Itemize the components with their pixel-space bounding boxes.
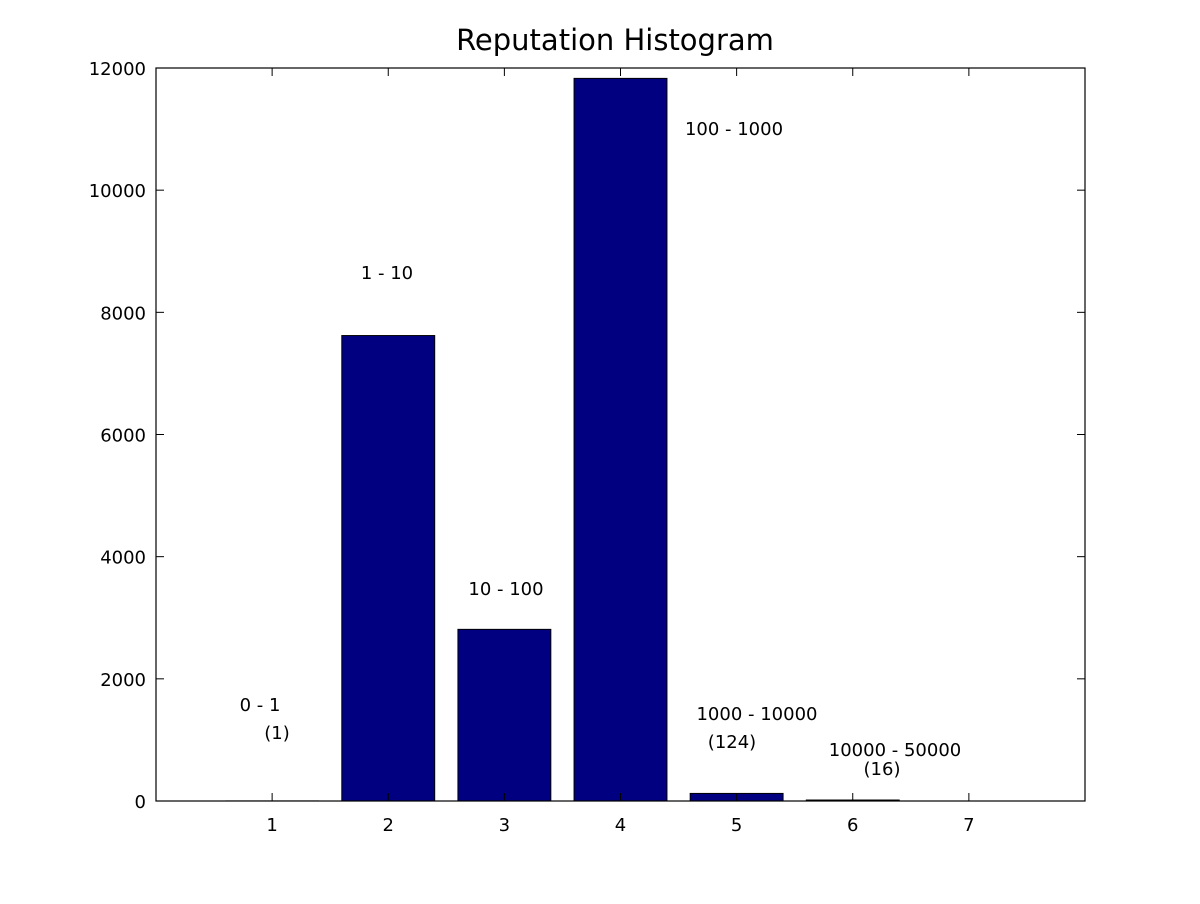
y-tick-label: 8000 xyxy=(100,303,146,324)
bin-range-label: 10 - 100 xyxy=(468,579,543,600)
bin-count-label: (1) xyxy=(264,723,290,744)
y-tick-label: 12000 xyxy=(89,59,146,80)
bin-count-label: (16) xyxy=(864,759,901,780)
bar-4 xyxy=(574,78,667,801)
x-tick-label: 6 xyxy=(847,815,858,836)
y-tick-label: 10000 xyxy=(89,181,146,202)
x-tick-label: 5 xyxy=(731,815,742,836)
bin-range-label: 1 - 10 xyxy=(361,263,413,284)
y-tick-label: 6000 xyxy=(100,426,146,447)
bar-2 xyxy=(342,336,435,801)
x-tick-label: 3 xyxy=(499,815,510,836)
x-tick-label: 7 xyxy=(963,815,974,836)
bar-3 xyxy=(458,629,551,801)
bin-count-label: (124) xyxy=(708,732,756,753)
y-tick-label: 4000 xyxy=(100,548,146,569)
x-tick-label: 1 xyxy=(266,815,277,836)
bin-range-label: 0 - 1 xyxy=(240,695,281,716)
bin-range-label: 10000 - 50000 xyxy=(829,740,961,761)
bin-range-label: 100 - 1000 xyxy=(685,119,783,140)
chart-title: Reputation Histogram xyxy=(456,23,774,57)
bin-range-label: 1000 - 10000 xyxy=(696,704,817,725)
bars-layer xyxy=(226,78,900,801)
x-tick-label: 4 xyxy=(615,815,626,836)
x-tick-label: 2 xyxy=(383,815,394,836)
y-tick-label: 0 xyxy=(135,792,146,813)
y-tick-label: 2000 xyxy=(100,670,146,691)
